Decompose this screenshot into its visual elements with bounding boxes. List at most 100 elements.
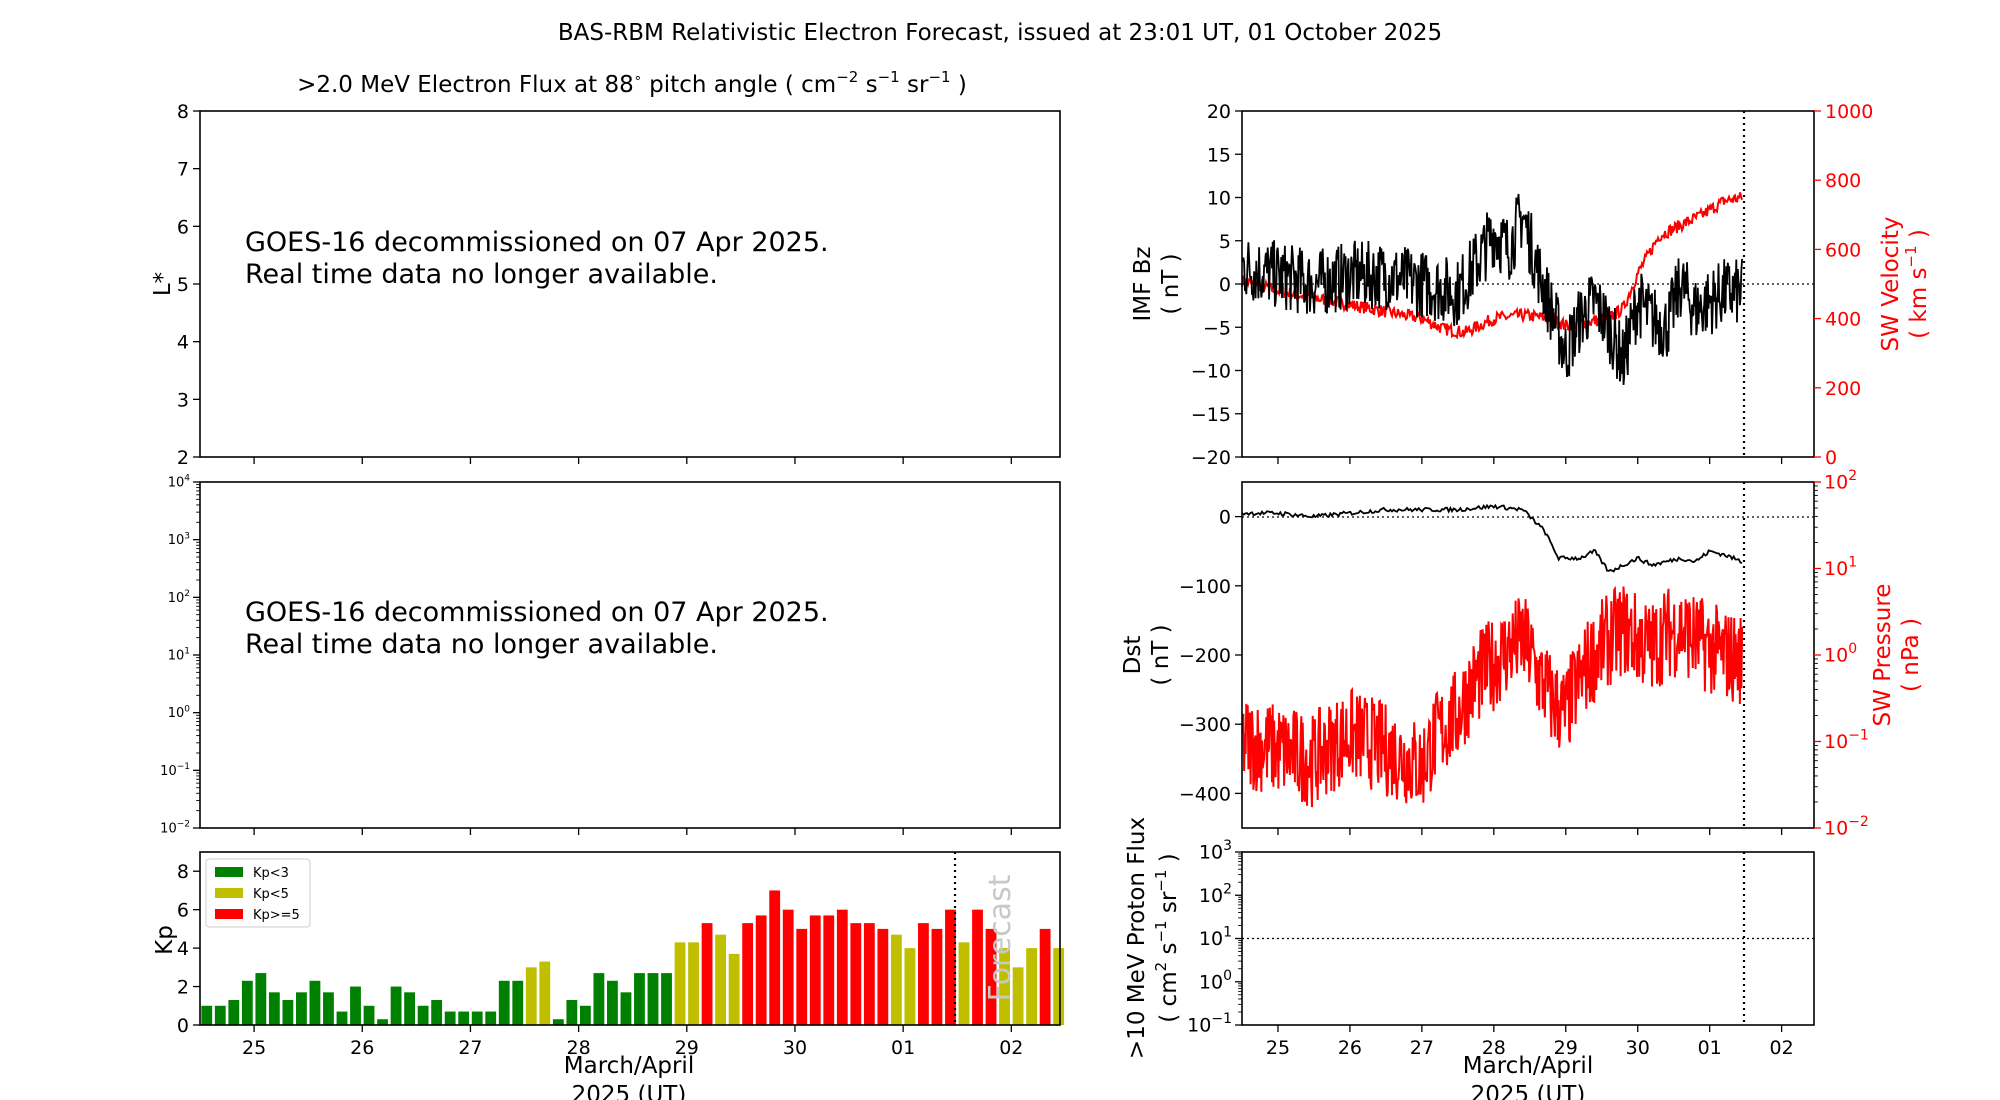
proton-y-tick-label: 102 — [1199, 881, 1232, 907]
flux-y-tick-label: 2 — [177, 447, 189, 469]
right-x-label-line2: 2025 (UT) — [1471, 1082, 1586, 1100]
left-x-label-line2: 2025 (UT) — [572, 1082, 687, 1100]
kp-bar — [863, 923, 875, 1025]
kp-bar — [945, 909, 956, 1025]
bz-y-label-line1: IMF Bz — [1130, 246, 1156, 321]
kp-bar — [755, 915, 767, 1025]
kp-x-tick-label: 01 — [891, 1037, 915, 1059]
flux-panel-title: >2.0 MeV Electron Flux at 88∘ pitch angl… — [297, 68, 967, 98]
kp-bar — [296, 992, 307, 1025]
sw-pressure-y-tick-label: 100 — [1824, 641, 1857, 667]
kp-bar — [552, 1019, 564, 1025]
proton-x-tick-label: 02 — [1770, 1037, 1794, 1059]
proton-x-tick-label: 27 — [1410, 1037, 1434, 1059]
flux-y-tick-label: 3 — [177, 389, 189, 411]
kp-forecast-label: Forecast — [983, 874, 1018, 1001]
sw-pressure-y-label-line2: ( nPa ) — [1898, 618, 1924, 692]
geo-notice-line2: Real time data no longer available. — [245, 629, 718, 660]
flux-y-axis: 2 3 4 5 6 7 8 — [177, 101, 200, 469]
kp-bar — [877, 928, 889, 1025]
sw-velocity-y-label-line1: SW Velocity — [1878, 217, 1904, 352]
bz-y-tick-label: −15 — [1191, 404, 1231, 426]
kp-bar — [701, 923, 713, 1025]
panel-electron-flux: >2.0 MeV Electron Flux at 88∘ pitch angl… — [150, 68, 1061, 469]
flux-y-tick-label: 4 — [177, 332, 189, 354]
bz-y-label-line2: ( nT ) — [1158, 253, 1184, 314]
panel-proton-flux: 10−1 100 101 102 103 25 26 27 28 29 30 01 02 >10 Me… — [1124, 817, 1815, 1059]
dst-x-axis — [1277, 828, 1783, 835]
kp-bars — [201, 890, 1065, 1025]
flux-y-tick-label: 6 — [177, 216, 189, 238]
sw-velocity-y-axis: 0 200 400 600 800 1000 — [1814, 101, 1873, 469]
kp-bar — [566, 1000, 578, 1025]
kp-bar — [607, 980, 618, 1025]
dst-y-label-line2: ( nT ) — [1148, 624, 1174, 685]
kp-y-axis: 0 2 4 6 8 — [177, 861, 200, 1037]
proton-y-tick-label: 10−1 — [1187, 1011, 1232, 1037]
flux-x-axis — [253, 457, 1012, 464]
flux-y-tick-label: 7 — [177, 159, 189, 181]
kp-bar — [268, 992, 280, 1025]
flux-y-tick-label: 5 — [177, 274, 189, 296]
proton-y-axis: 10−1 100 101 102 103 — [1187, 838, 1242, 1037]
sw-pressure-y-axis: 10−2 10−1 100 101 102 — [1814, 468, 1869, 840]
proton-x-tick-label: 01 — [1698, 1037, 1722, 1059]
geo-y-tick-label: 103 — [168, 531, 190, 548]
sw-pressure-y-tick-label: 10−1 — [1824, 728, 1869, 754]
kp-bar — [417, 1005, 429, 1025]
kp-bar — [1026, 948, 1038, 1025]
geo-y-axis: 10−2 10−1 100 101 102 103 104 — [160, 474, 200, 837]
kp-legend-swatch-high — [215, 909, 243, 919]
kp-bar — [201, 1005, 213, 1025]
kp-bar — [620, 992, 632, 1025]
kp-bar — [390, 986, 402, 1025]
flux-notice-line2: Real time data no longer available. — [245, 259, 718, 290]
kp-bar — [1039, 928, 1051, 1025]
kp-bar — [350, 986, 361, 1025]
sw-pressure-y-tick-label: 10−2 — [1824, 814, 1869, 840]
kp-bar — [836, 909, 848, 1025]
kp-bar — [999, 948, 1010, 1025]
proton-x-tick-label: 26 — [1338, 1037, 1362, 1059]
kp-y-tick-label: 4 — [177, 938, 189, 960]
dst-y-tick-label: −400 — [1179, 783, 1231, 805]
kp-bar — [525, 967, 537, 1025]
dst-y-tick-label: −100 — [1179, 576, 1231, 598]
proton-y-tick-label: 103 — [1199, 838, 1232, 864]
geo-y-tick-label: 104 — [168, 474, 191, 491]
kp-x-tick-label: 29 — [675, 1037, 699, 1059]
sw-pressure-y-tick-label: 102 — [1824, 468, 1857, 494]
kp-y-tick-label: 8 — [177, 861, 189, 883]
dst-line — [1241, 503, 1743, 573]
kp-bar — [498, 980, 510, 1025]
proton-y-tick-label: 101 — [1199, 925, 1232, 951]
bz-y-tick-label: 15 — [1207, 144, 1231, 166]
sw-velocity-y-tick-label: 200 — [1825, 378, 1861, 400]
geo-notice-line1: GOES-16 decommissioned on 07 Apr 2025. — [245, 597, 829, 628]
kp-bar — [431, 1000, 443, 1025]
imf-bz-line — [1241, 193, 1743, 385]
proton-y-tick-label: 100 — [1199, 968, 1232, 994]
kp-bar — [593, 973, 605, 1025]
sw-velocity-y-label-line2: ( km s−1 ) — [1902, 229, 1932, 339]
kp-bar — [742, 923, 754, 1025]
kp-x-tick-label: 02 — [999, 1037, 1023, 1059]
kp-bar — [796, 928, 808, 1025]
kp-bar — [323, 992, 334, 1025]
dst-y-tick-label: −300 — [1179, 714, 1231, 736]
sw-pressure-y-label-line1: SW Pressure — [1870, 584, 1896, 727]
kp-bar — [377, 1019, 388, 1025]
sw-velocity-y-tick-label: 600 — [1825, 239, 1861, 261]
right-x-label-line1: March/April — [1463, 1053, 1593, 1079]
geo-y-tick-label: 101 — [168, 647, 190, 664]
kp-bar — [363, 1005, 375, 1025]
sw-velocity-y-tick-label: 0 — [1825, 447, 1837, 469]
kp-bar — [823, 915, 835, 1025]
proton-x-axis: 25 26 27 28 29 30 01 02 — [1266, 1025, 1794, 1059]
kp-bar — [512, 980, 524, 1025]
kp-bar — [674, 942, 686, 1025]
flux-y-label: L* — [150, 272, 176, 296]
